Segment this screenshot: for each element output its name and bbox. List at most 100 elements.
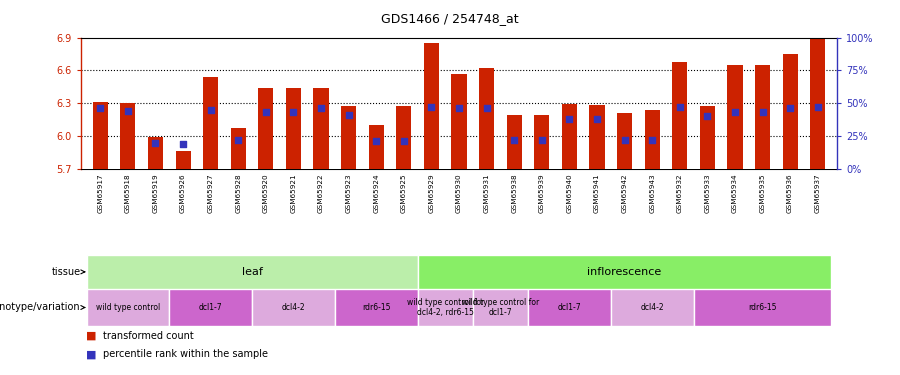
Text: GSM65924: GSM65924 <box>374 173 379 213</box>
Bar <box>86 289 169 326</box>
Bar <box>644 110 660 169</box>
Bar <box>418 255 832 289</box>
Text: wild type control: wild type control <box>95 303 160 312</box>
Bar <box>203 77 219 169</box>
Bar <box>252 289 335 326</box>
Bar <box>369 125 383 169</box>
Text: dcl4-2: dcl4-2 <box>282 303 305 312</box>
Point <box>121 108 135 114</box>
Point <box>314 105 328 111</box>
Text: ■: ■ <box>86 331 96 340</box>
Bar <box>590 105 605 169</box>
Bar <box>335 289 418 326</box>
Text: GSM65917: GSM65917 <box>97 173 104 213</box>
Point <box>535 137 549 143</box>
Text: tissue: tissue <box>51 267 80 277</box>
Text: dcl1-7: dcl1-7 <box>199 303 222 312</box>
Bar <box>672 62 688 169</box>
Bar <box>341 106 356 169</box>
Text: dcl1-7: dcl1-7 <box>558 303 581 312</box>
Bar <box>535 115 549 169</box>
Point <box>231 137 246 143</box>
Point <box>452 105 466 111</box>
Bar <box>424 43 439 169</box>
Bar <box>727 65 742 169</box>
Bar <box>86 255 418 289</box>
Bar <box>176 151 191 169</box>
Point <box>203 106 218 112</box>
Point <box>562 116 577 122</box>
Bar <box>169 289 252 326</box>
Text: GSM65938: GSM65938 <box>511 173 517 213</box>
Point <box>590 116 604 122</box>
Text: GSM65941: GSM65941 <box>594 173 600 213</box>
Point <box>93 105 107 111</box>
Text: rdr6-15: rdr6-15 <box>362 303 391 312</box>
Text: GSM65919: GSM65919 <box>152 173 158 213</box>
Bar <box>810 38 825 169</box>
Text: wild type control for
dcl1-7: wild type control for dcl1-7 <box>462 298 539 317</box>
Point <box>341 112 356 118</box>
Point <box>783 105 797 111</box>
Point <box>728 110 742 116</box>
Text: inflorescence: inflorescence <box>588 267 662 277</box>
Text: dcl4-2: dcl4-2 <box>640 303 664 312</box>
Bar <box>418 289 472 326</box>
Bar <box>472 289 528 326</box>
Bar <box>617 113 632 169</box>
Text: genotype/variation: genotype/variation <box>0 303 80 312</box>
Bar <box>121 103 136 169</box>
Point <box>645 137 660 143</box>
Text: rdr6-15: rdr6-15 <box>748 303 777 312</box>
Text: GSM65940: GSM65940 <box>566 173 572 213</box>
Text: GSM65925: GSM65925 <box>400 173 407 213</box>
Bar <box>452 74 466 169</box>
Text: leaf: leaf <box>241 267 263 277</box>
Point <box>258 110 273 116</box>
Bar <box>507 115 522 169</box>
Text: GDS1466 / 254748_at: GDS1466 / 254748_at <box>382 12 518 25</box>
Text: GSM65939: GSM65939 <box>539 173 544 213</box>
Text: GSM65930: GSM65930 <box>456 173 462 213</box>
Bar <box>782 54 797 169</box>
Point <box>148 140 163 146</box>
Point <box>397 138 411 144</box>
Text: GSM65931: GSM65931 <box>483 173 490 213</box>
Bar <box>479 68 494 169</box>
Bar <box>148 137 163 169</box>
Bar <box>755 65 770 169</box>
Text: transformed count: transformed count <box>104 331 194 340</box>
Point <box>369 138 383 144</box>
Point <box>755 110 770 116</box>
Bar <box>611 289 694 326</box>
Text: GSM65927: GSM65927 <box>208 173 213 213</box>
Text: wild type control for
dcl4-2, rdr6-15: wild type control for dcl4-2, rdr6-15 <box>407 298 484 317</box>
Text: GSM65918: GSM65918 <box>125 173 130 213</box>
Text: GSM65943: GSM65943 <box>649 173 655 213</box>
Point <box>700 113 715 119</box>
Text: GSM65935: GSM65935 <box>760 173 766 213</box>
Bar <box>93 102 108 169</box>
Bar <box>258 88 274 169</box>
Point <box>176 141 190 147</box>
Point <box>811 104 825 110</box>
Text: GSM65921: GSM65921 <box>291 173 296 213</box>
Text: GSM65936: GSM65936 <box>788 173 793 213</box>
Text: GSM65942: GSM65942 <box>622 173 627 213</box>
Bar <box>396 106 411 169</box>
Bar <box>699 106 715 169</box>
Text: GSM65932: GSM65932 <box>677 173 683 213</box>
Text: percentile rank within the sample: percentile rank within the sample <box>104 350 268 359</box>
Bar <box>694 289 832 326</box>
Point <box>507 137 521 143</box>
Bar <box>230 128 246 169</box>
Point <box>617 137 632 143</box>
Point <box>480 105 494 111</box>
Text: GSM65937: GSM65937 <box>814 173 821 213</box>
Text: GSM65934: GSM65934 <box>732 173 738 213</box>
Point <box>286 110 301 116</box>
Text: GSM65926: GSM65926 <box>180 173 186 213</box>
Bar <box>286 88 301 169</box>
Point <box>424 104 438 110</box>
Point <box>672 104 687 110</box>
